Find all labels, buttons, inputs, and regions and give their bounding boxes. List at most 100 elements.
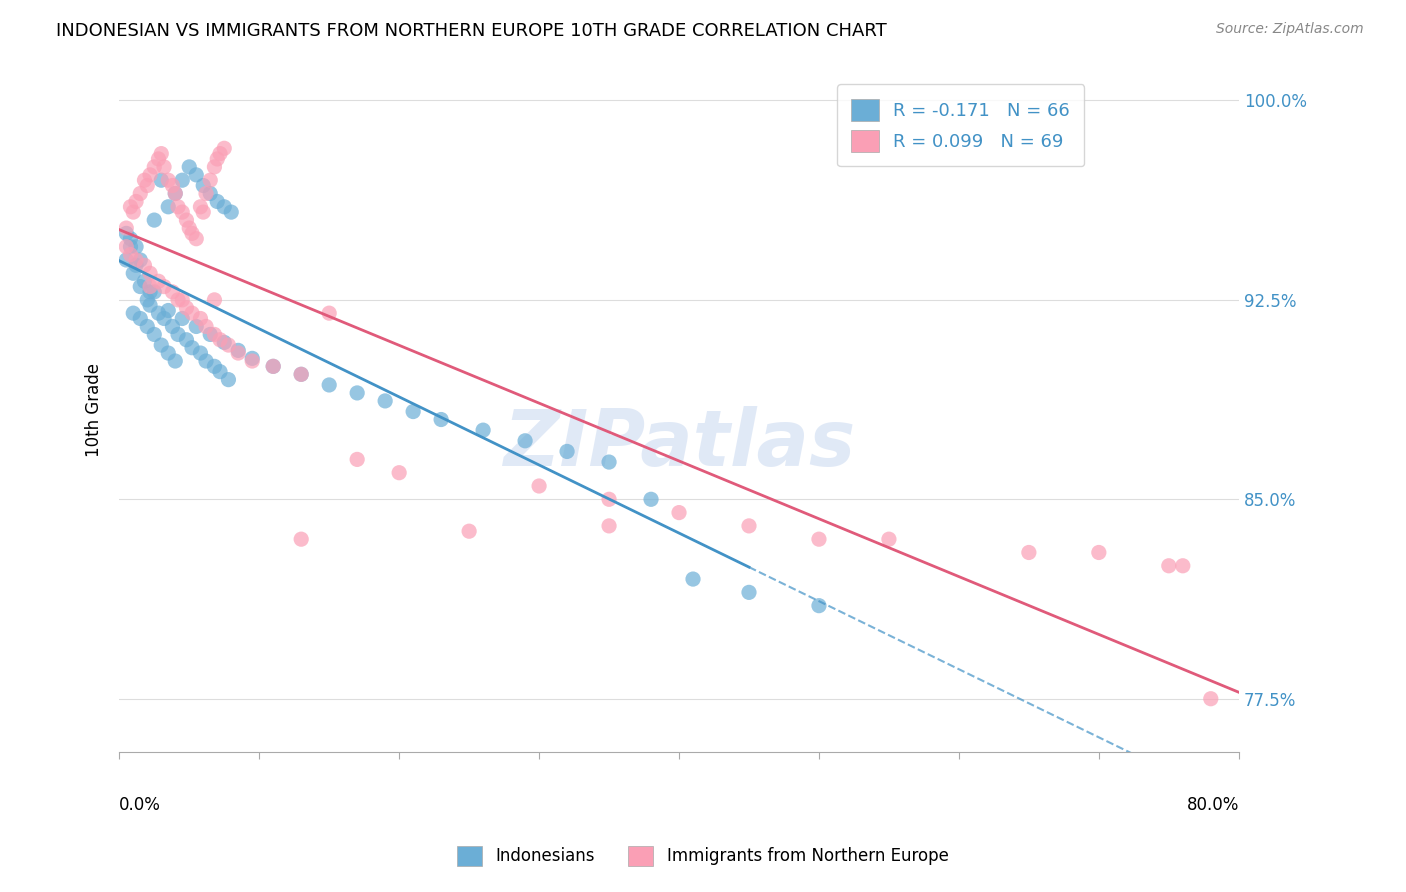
Point (807, 599, 830, 613)
Point (1157, 558, 1180, 573)
Point (226, 346, 249, 360)
Point (877, 532, 900, 546)
Text: 80.0%: 80.0% (1187, 797, 1239, 814)
Point (157, 200, 180, 214)
Point (165, 186, 187, 201)
Point (217, 338, 239, 352)
Point (129, 186, 152, 201)
Point (195, 319, 218, 334)
Point (204, 293, 226, 307)
Point (162, 285, 184, 299)
Point (176, 301, 198, 315)
Point (240, 351, 263, 366)
Point (120, 232, 142, 246)
Point (207, 152, 229, 166)
Point (139, 279, 162, 293)
Point (139, 168, 162, 182)
Legend: Indonesians, Immigrants from Northern Europe: Indonesians, Immigrants from Northern Eu… (444, 832, 962, 880)
Point (120, 247, 142, 261)
Point (219, 205, 242, 219)
Point (172, 293, 194, 307)
Point (598, 519, 620, 533)
Point (738, 519, 761, 533)
Point (204, 160, 226, 174)
Point (346, 452, 368, 467)
Point (190, 346, 212, 360)
Point (125, 240, 148, 254)
Text: INDONESIAN VS IMMIGRANTS FROM NORTHERN EUROPE 10TH GRADE CORRELATION CHART: INDONESIAN VS IMMIGRANTS FROM NORTHERN E… (56, 22, 887, 40)
Legend: R = -0.171   N = 66, R = 0.099   N = 69: R = -0.171 N = 66, R = 0.099 N = 69 (837, 85, 1084, 166)
Point (208, 333, 231, 347)
Point (122, 266, 145, 280)
Point (157, 346, 180, 360)
Point (668, 506, 690, 520)
Point (290, 368, 312, 382)
Point (290, 368, 312, 382)
Point (193, 178, 215, 193)
Point (157, 303, 180, 318)
Point (212, 200, 235, 214)
Point (374, 393, 396, 408)
Point (598, 455, 620, 469)
Point (125, 194, 148, 209)
Point (212, 335, 235, 350)
Point (207, 194, 229, 209)
Point (176, 333, 198, 347)
Y-axis label: 10th Grade: 10th Grade (86, 363, 103, 458)
Point (148, 306, 170, 320)
Point (472, 423, 495, 437)
Point (598, 492, 620, 507)
Point (1199, 691, 1222, 706)
Point (346, 386, 368, 401)
Point (162, 178, 184, 193)
Point (148, 152, 170, 166)
Point (125, 258, 148, 272)
Point (204, 359, 226, 374)
Point (143, 160, 166, 174)
Point (738, 585, 761, 599)
Point (195, 186, 218, 201)
Point (150, 146, 173, 161)
Point (150, 173, 173, 187)
Point (120, 200, 142, 214)
Point (186, 319, 208, 334)
Point (172, 311, 194, 326)
Point (640, 492, 662, 507)
Point (129, 311, 152, 326)
Point (682, 572, 704, 586)
Point (115, 252, 138, 267)
Point (402, 404, 425, 418)
Point (179, 221, 201, 235)
Point (120, 240, 142, 254)
Point (212, 141, 235, 155)
Point (181, 227, 204, 241)
Point (318, 306, 340, 320)
Point (136, 293, 159, 307)
Point (153, 160, 176, 174)
Point (513, 434, 536, 448)
Point (240, 354, 263, 368)
Point (190, 311, 212, 326)
Point (115, 240, 138, 254)
Point (153, 311, 176, 326)
Point (122, 205, 145, 219)
Point (318, 378, 340, 392)
Point (1171, 558, 1194, 573)
Point (162, 319, 184, 334)
Point (115, 227, 138, 241)
Point (129, 252, 152, 267)
Point (527, 479, 550, 493)
Point (136, 178, 159, 193)
Point (176, 213, 198, 227)
Point (195, 354, 218, 368)
Text: Source: ZipAtlas.com: Source: ZipAtlas.com (1216, 22, 1364, 37)
Point (129, 279, 152, 293)
Point (262, 359, 284, 374)
Point (430, 412, 453, 426)
Point (115, 221, 138, 235)
Point (200, 186, 222, 201)
Point (153, 279, 176, 293)
Point (165, 186, 187, 201)
Point (143, 285, 166, 299)
Point (134, 258, 156, 272)
